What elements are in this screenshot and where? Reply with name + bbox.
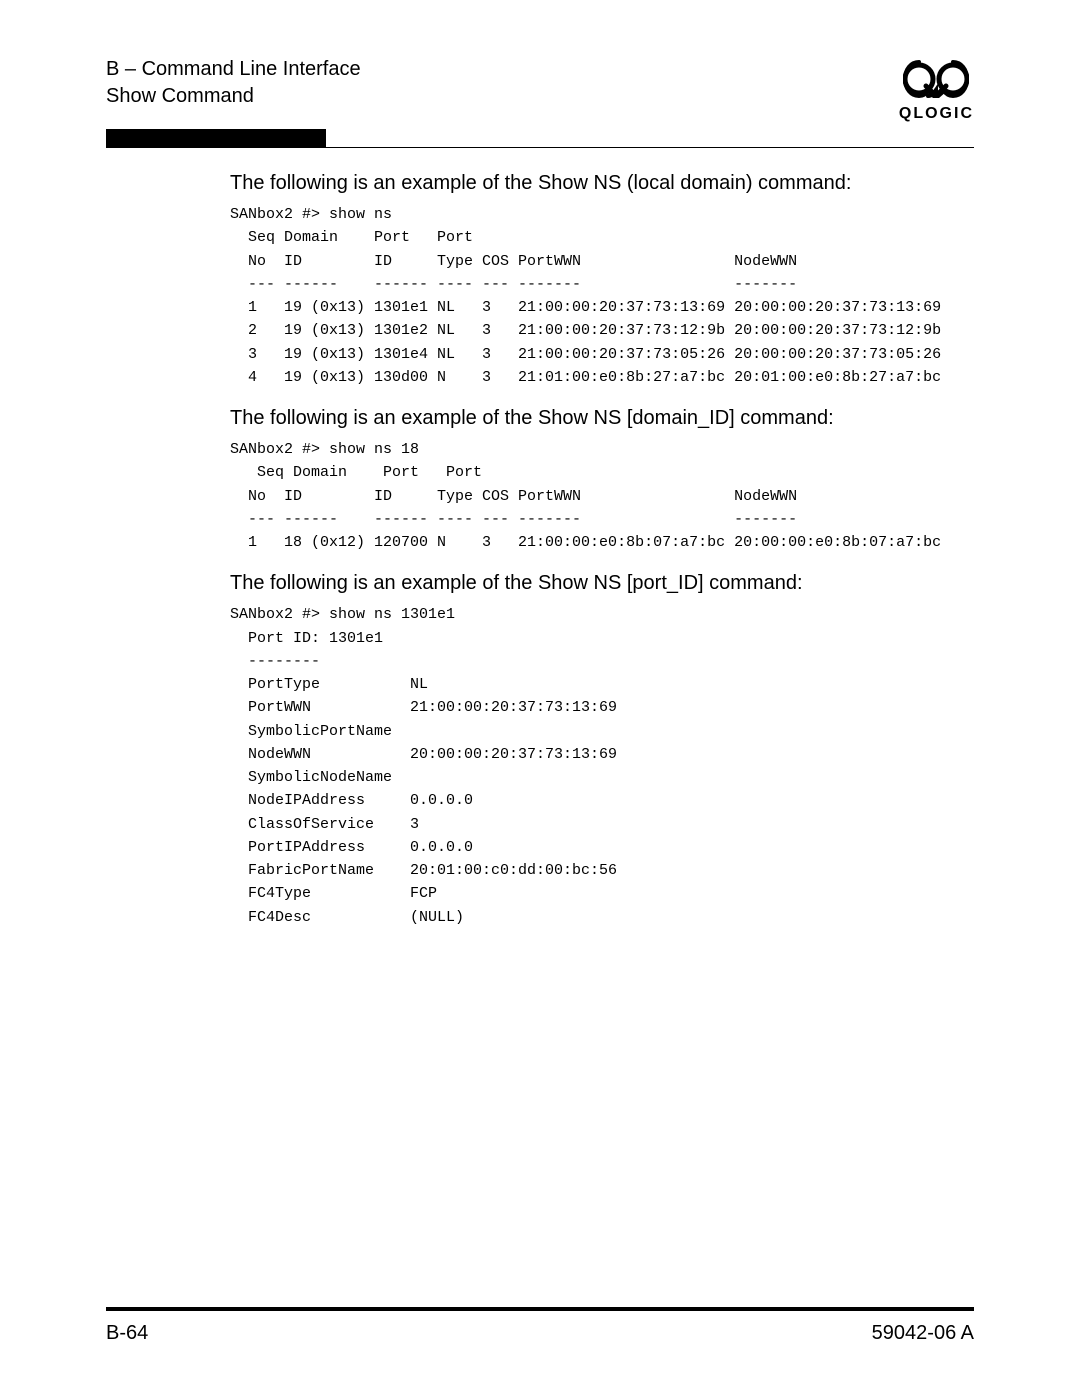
- header-line-1: B – Command Line Interface: [106, 56, 361, 83]
- footer-rule: [106, 1307, 974, 1311]
- qlogic-mark-icon: [903, 60, 969, 98]
- page-footer: B-64 59042-06 A: [106, 1322, 974, 1345]
- header-black-bar: [106, 129, 326, 147]
- section-intro-3: The following is an example of the Show …: [230, 572, 974, 595]
- code-block-3: SANbox2 #> show ns 1301e1 Port ID: 1301e…: [230, 603, 974, 929]
- page-content: The following is an example of the Show …: [106, 148, 974, 929]
- section-intro-2: The following is an example of the Show …: [230, 407, 974, 430]
- section-intro-1: The following is an example of the Show …: [230, 172, 974, 195]
- footer-doc-number: 59042-06 A: [872, 1322, 974, 1345]
- header-title-block: B – Command Line Interface Show Command: [106, 56, 361, 110]
- footer-page-number: B-64: [106, 1322, 148, 1345]
- code-block-1: SANbox2 #> show ns Seq Domain Port Port …: [230, 203, 974, 389]
- code-block-2: SANbox2 #> show ns 18 Seq Domain Port Po…: [230, 438, 974, 554]
- brand-logo-text: QLOGIC: [899, 105, 974, 123]
- brand-logo: QLOGIC: [899, 56, 974, 123]
- page-header: B – Command Line Interface Show Command …: [106, 56, 974, 123]
- header-line-2: Show Command: [106, 83, 361, 110]
